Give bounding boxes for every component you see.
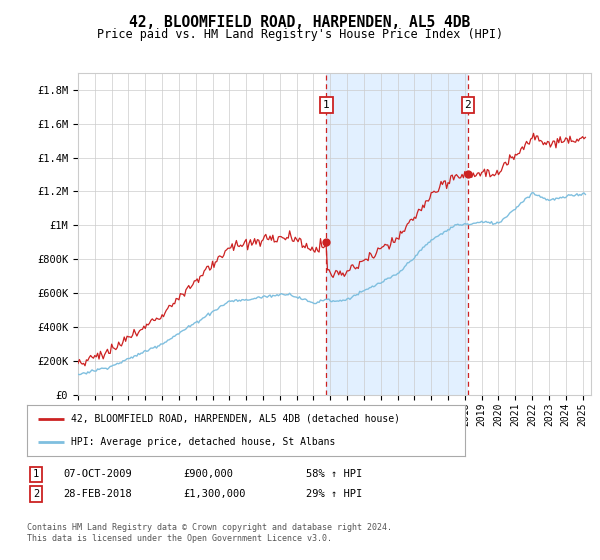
Text: Contains HM Land Registry data © Crown copyright and database right 2024.
This d: Contains HM Land Registry data © Crown c… <box>27 524 392 543</box>
Text: Price paid vs. HM Land Registry's House Price Index (HPI): Price paid vs. HM Land Registry's House … <box>97 28 503 41</box>
Text: 1: 1 <box>33 469 39 479</box>
Text: HPI: Average price, detached house, St Albans: HPI: Average price, detached house, St A… <box>71 437 335 447</box>
Text: 42, BLOOMFIELD ROAD, HARPENDEN, AL5 4DB: 42, BLOOMFIELD ROAD, HARPENDEN, AL5 4DB <box>130 15 470 30</box>
Text: 42, BLOOMFIELD ROAD, HARPENDEN, AL5 4DB (detached house): 42, BLOOMFIELD ROAD, HARPENDEN, AL5 4DB … <box>71 414 400 424</box>
Text: £900,000: £900,000 <box>183 469 233 479</box>
Text: 2: 2 <box>33 489 39 499</box>
Text: 29% ↑ HPI: 29% ↑ HPI <box>306 489 362 499</box>
Text: 07-OCT-2009: 07-OCT-2009 <box>63 469 132 479</box>
Text: £1,300,000: £1,300,000 <box>183 489 245 499</box>
Bar <box>326 73 468 395</box>
Text: 58% ↑ HPI: 58% ↑ HPI <box>306 469 362 479</box>
Text: 1: 1 <box>323 100 330 110</box>
Text: 2: 2 <box>464 100 471 110</box>
Text: 28-FEB-2018: 28-FEB-2018 <box>63 489 132 499</box>
